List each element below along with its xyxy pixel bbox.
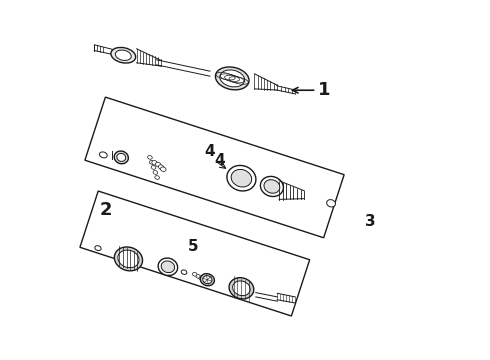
Ellipse shape [200,274,215,286]
Ellipse shape [151,166,156,169]
Ellipse shape [327,200,336,207]
Ellipse shape [203,276,212,284]
Polygon shape [85,97,344,238]
Ellipse shape [229,278,254,299]
Ellipse shape [161,261,174,273]
Ellipse shape [117,153,126,161]
Ellipse shape [155,162,161,167]
Ellipse shape [196,275,201,278]
Ellipse shape [147,156,152,159]
Ellipse shape [199,276,203,280]
Ellipse shape [114,247,143,271]
Text: 5: 5 [188,239,198,254]
Ellipse shape [227,166,256,191]
Ellipse shape [118,250,139,268]
Ellipse shape [193,273,197,276]
Ellipse shape [260,176,283,197]
Ellipse shape [99,152,107,158]
Text: 4: 4 [215,153,225,168]
Ellipse shape [233,281,250,296]
Ellipse shape [181,270,187,274]
Ellipse shape [149,161,154,164]
Ellipse shape [220,70,245,87]
Ellipse shape [111,48,136,63]
Ellipse shape [95,246,101,251]
Ellipse shape [216,67,249,90]
Ellipse shape [160,167,166,171]
Ellipse shape [114,151,128,164]
Ellipse shape [231,170,252,187]
Text: 3: 3 [365,214,376,229]
Polygon shape [80,191,310,316]
Ellipse shape [115,50,131,60]
Ellipse shape [155,176,159,179]
Ellipse shape [152,161,157,165]
Ellipse shape [153,171,158,174]
Text: 1: 1 [318,81,331,99]
Ellipse shape [264,180,280,193]
Text: 2: 2 [100,202,112,220]
Text: 4: 4 [204,144,215,159]
Ellipse shape [158,165,164,169]
Ellipse shape [158,258,178,275]
